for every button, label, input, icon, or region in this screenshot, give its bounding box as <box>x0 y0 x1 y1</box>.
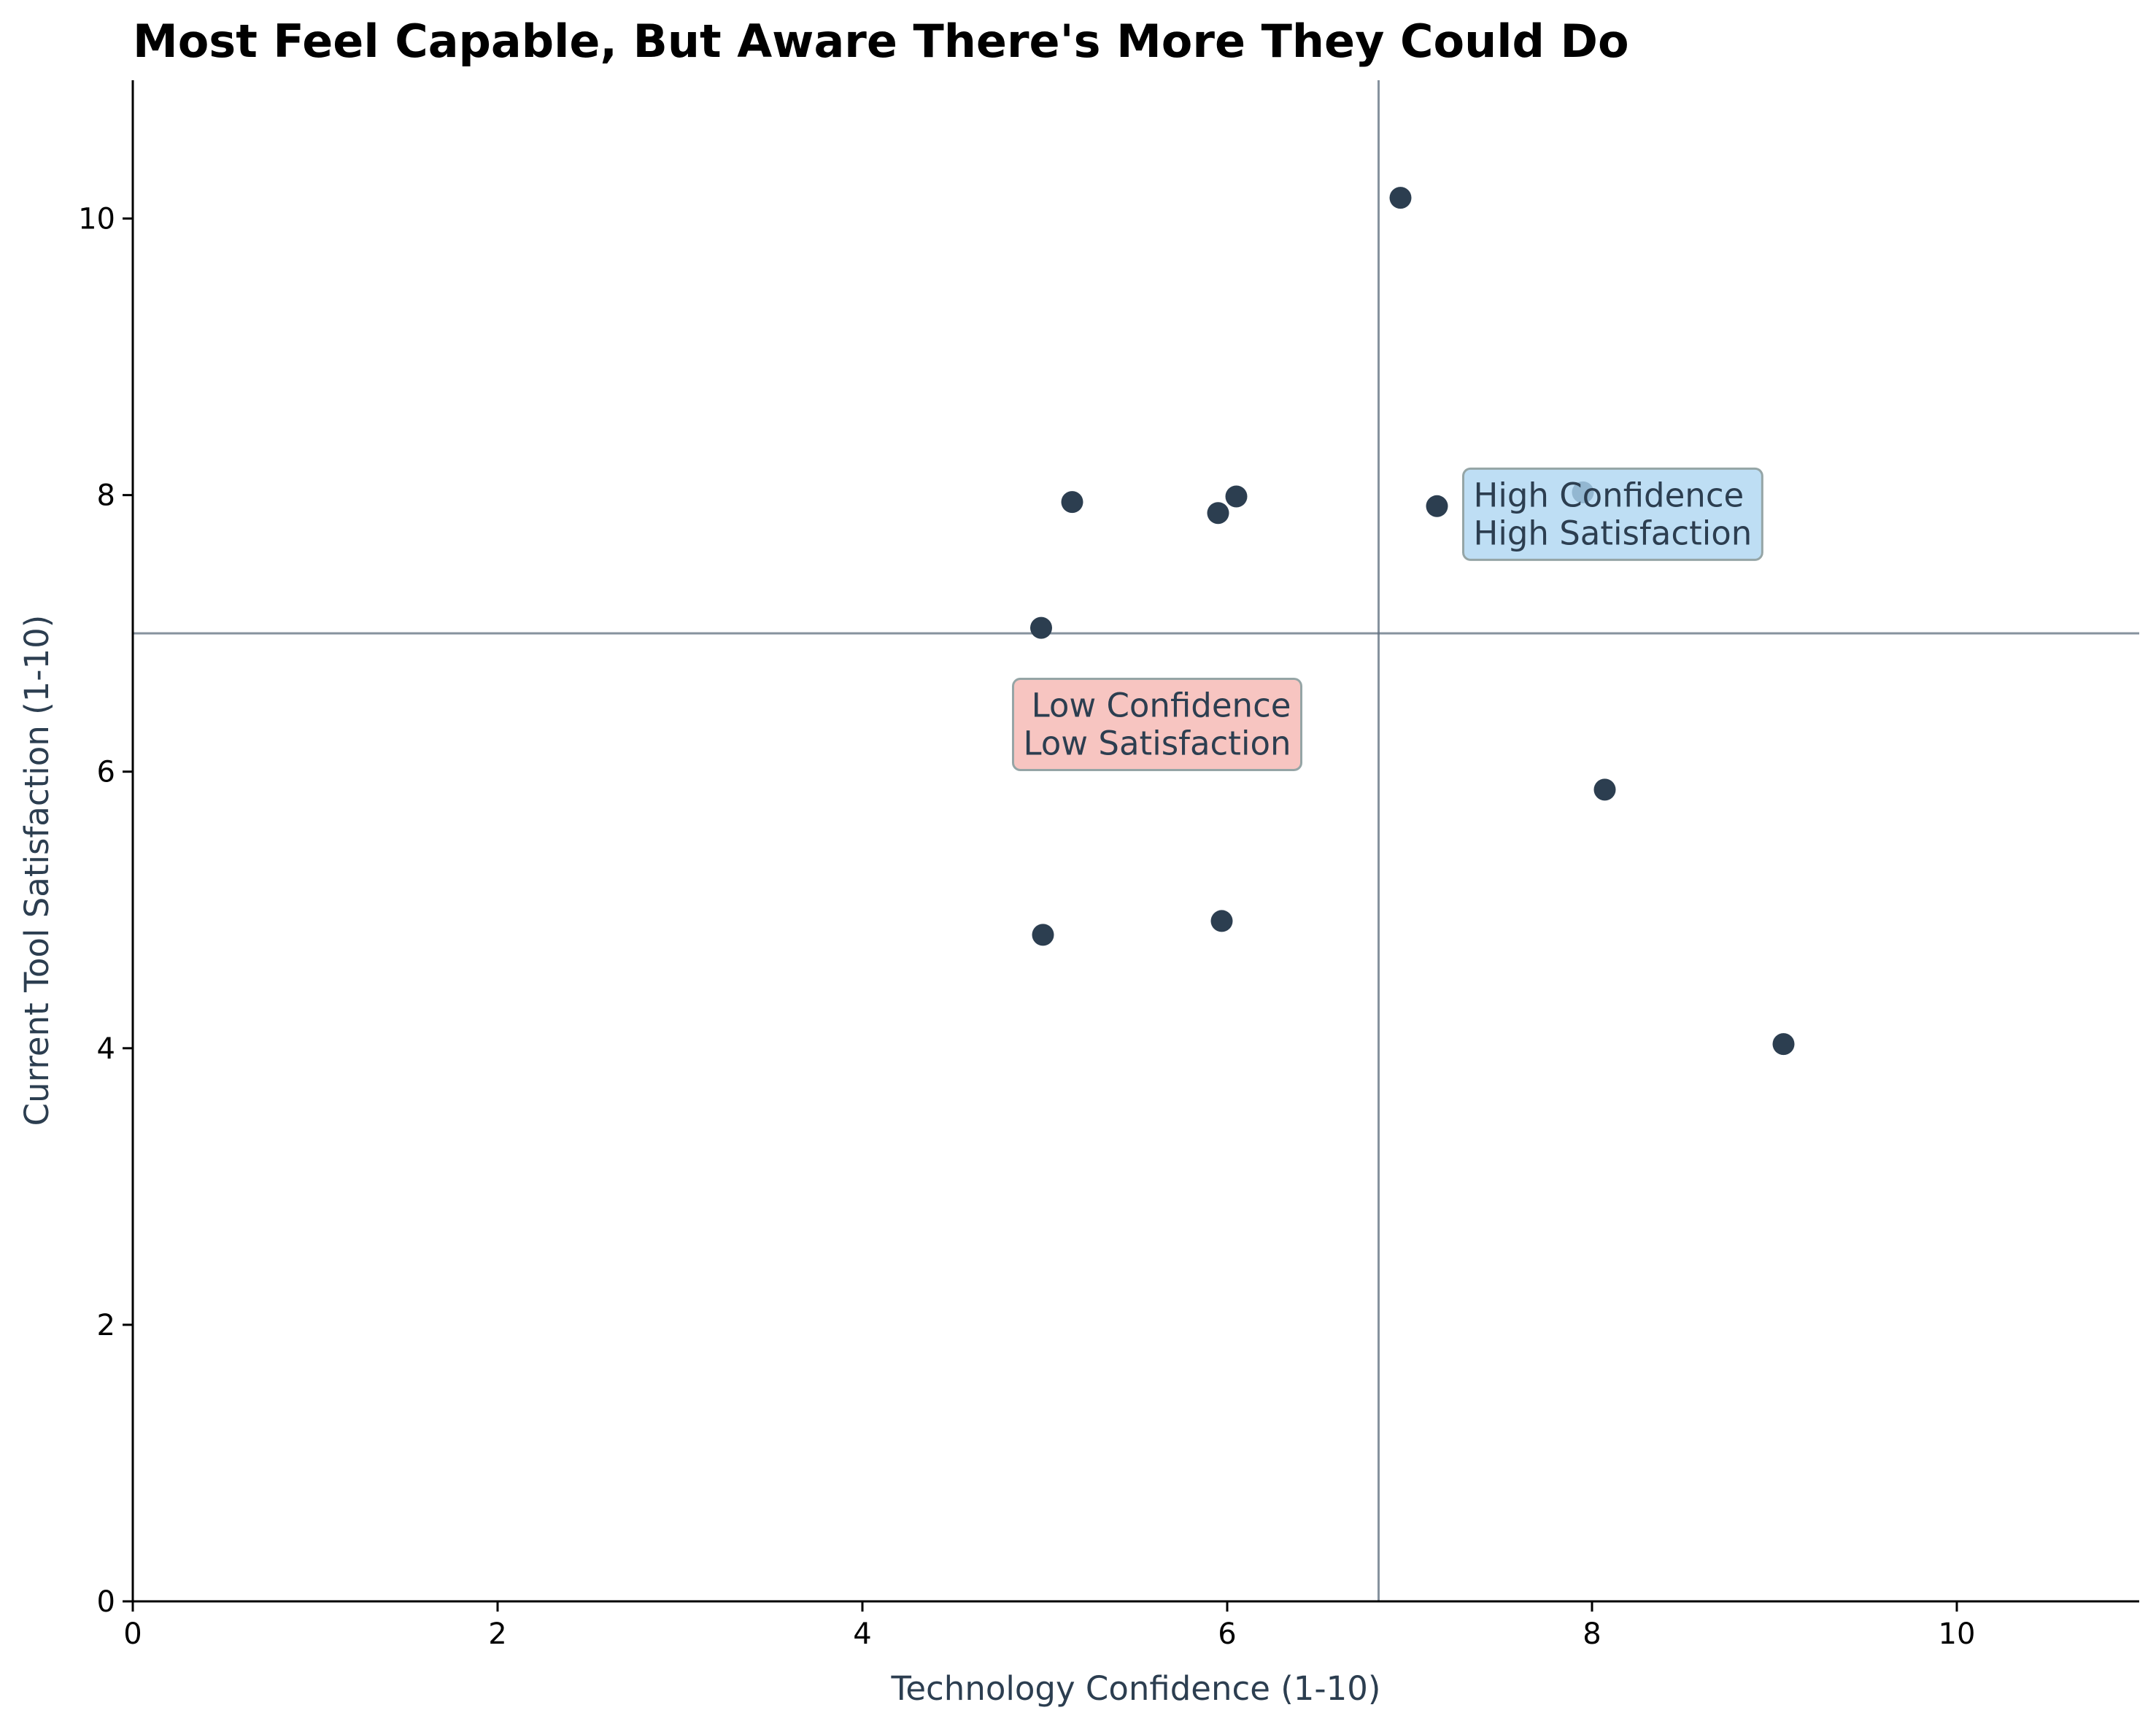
axes <box>131 80 2139 1603</box>
data-points <box>1030 187 1795 1056</box>
x-tick-label: 4 <box>853 1617 871 1651</box>
reference-lines <box>133 80 2139 1601</box>
data-point <box>1426 495 1448 517</box>
x-tick-label: 6 <box>1218 1617 1236 1651</box>
data-point <box>1032 924 1054 946</box>
annotation-box <box>1462 467 1763 561</box>
y-axis-label: Current Tool Satisfaction (1-10) <box>18 615 56 1126</box>
data-point <box>1389 187 1412 209</box>
x-tick-label: 0 <box>123 1617 142 1651</box>
y-tick-label: 6 <box>97 756 115 789</box>
quadrant-annotation: High Confidence High Satisfaction <box>1462 467 1763 561</box>
annotation-box <box>1011 677 1302 771</box>
data-point <box>1593 778 1616 801</box>
y-tick-label: 4 <box>97 1032 115 1066</box>
chart-title: Most Feel Capable, But Aware There's Mor… <box>133 15 1629 68</box>
data-point <box>1210 910 1233 932</box>
x-tick-label: 2 <box>488 1617 506 1651</box>
quadrant-annotations: High Confidence High Satisfaction Low Conf… <box>1011 467 1763 771</box>
data-point <box>1207 502 1229 525</box>
x-axis-ticks: 0 2 4 6 8 10 <box>123 1601 1975 1651</box>
data-point <box>1772 1033 1795 1056</box>
annotation-line: Low Satisfaction <box>1023 724 1291 762</box>
quadrant-annotation: Low Confidence Low Satisfaction <box>1011 677 1302 771</box>
annotation-line: Low Confidence <box>1032 686 1291 724</box>
annotation-line: High Confidence <box>1474 476 1744 514</box>
x-tick-label: 10 <box>1939 1617 1976 1651</box>
y-axis-ticks: 0 2 4 6 8 10 <box>78 203 133 1619</box>
data-point <box>1061 491 1083 514</box>
x-tick-label: 8 <box>1583 1617 1601 1651</box>
data-point <box>1030 616 1052 639</box>
annotation-text: High Confidence High Satisfaction <box>1474 476 1753 552</box>
y-tick-label: 8 <box>97 479 115 513</box>
y-tick-label: 0 <box>97 1585 115 1619</box>
y-tick-label: 10 <box>78 203 115 236</box>
x-axis-label: Technology Confidence (1-10) <box>891 1669 1381 1708</box>
annotation-text: Low Confidence Low Satisfaction <box>1023 686 1291 762</box>
data-point <box>1225 485 1248 508</box>
annotation-line: High Satisfaction <box>1474 514 1753 552</box>
y-tick-label: 2 <box>97 1309 115 1342</box>
